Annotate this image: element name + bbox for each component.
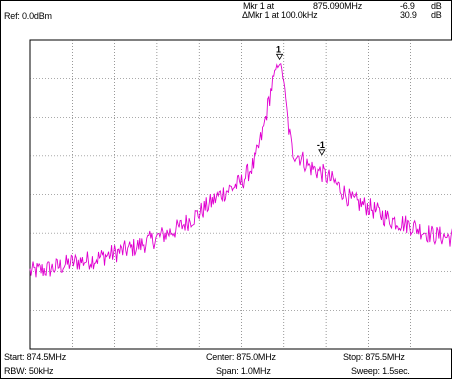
delta-marker1-label: ΔMkr 1 at 100.0kHz: [242, 10, 318, 20]
marker1-label: Mkr 1 at: [243, 1, 274, 11]
marker1-unit: dB: [431, 1, 442, 11]
marker-label: 1: [276, 44, 281, 54]
marker1-value: -6.9: [400, 1, 415, 11]
span-label: Span: 1.0MHz: [216, 366, 271, 376]
delta-marker1-unit: dB: [431, 10, 442, 20]
marker-symbol: [275, 53, 284, 61]
delta-marker1-value: 30.9: [400, 10, 417, 20]
markers-group: 1 -1: [275, 44, 326, 156]
trace-group: [29, 62, 452, 278]
start-frequency-label: Start: 874.5MHz: [4, 352, 67, 362]
marker-label: -1: [317, 140, 325, 150]
marker1-frequency: 875.090MHz: [313, 1, 363, 11]
ref-level-label: Ref: 0.0dBm: [4, 11, 52, 21]
plot-grid: [30, 40, 452, 349]
stop-frequency-label: Stop: 875.5MHz: [343, 352, 405, 362]
marker-symbol: [318, 149, 326, 156]
center-frequency-label: Center: 875.0MHz: [206, 352, 276, 362]
spectrum-trace: [29, 62, 452, 278]
rbw-label: RBW: 50kHz: [4, 366, 54, 376]
sweep-label: Sweep: 1.5sec.: [351, 366, 410, 376]
